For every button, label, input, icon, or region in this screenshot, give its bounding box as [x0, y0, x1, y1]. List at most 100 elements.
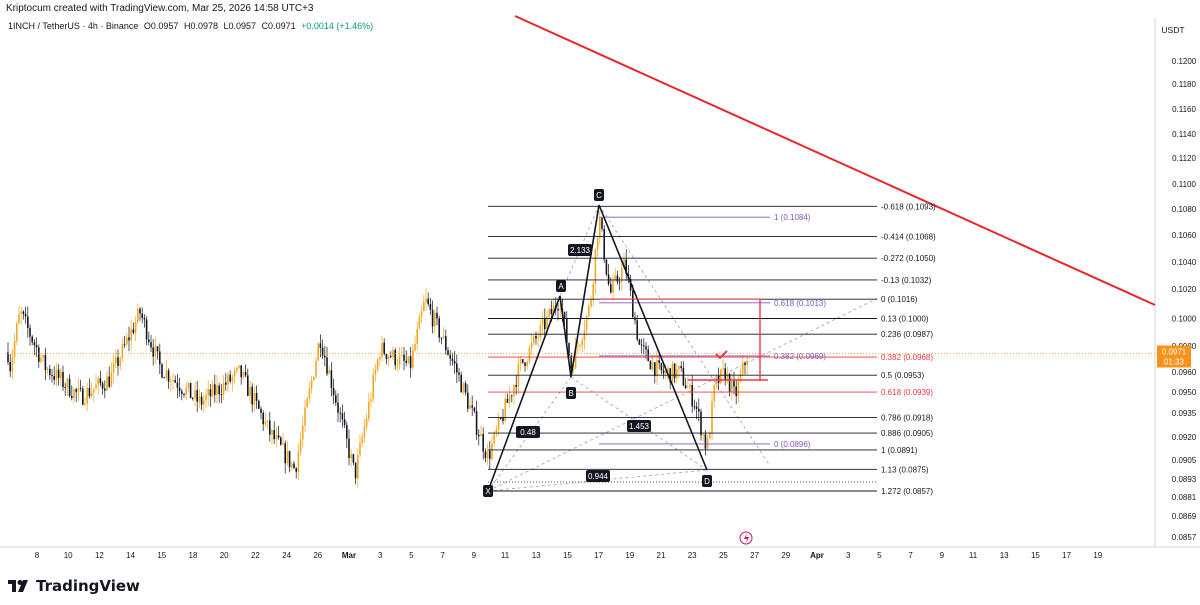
- fib-level-label: 0.886 (0.0905): [881, 429, 933, 438]
- candle-body: [522, 359, 524, 363]
- time-tick-label: 12: [95, 551, 104, 560]
- time-tick-label: 11: [969, 551, 978, 560]
- candle-body: [284, 443, 286, 464]
- candle-body: [104, 388, 106, 391]
- time-tick-label: 14: [126, 551, 135, 560]
- candle-body: [99, 378, 102, 384]
- candle-body: [79, 388, 82, 389]
- current-price-value: 0.0971: [1162, 347, 1187, 356]
- candle-body: [570, 355, 572, 369]
- time-tick-label: 7: [440, 551, 445, 560]
- price-tick-label: 0.0950: [1172, 388, 1197, 397]
- candle-body: [698, 408, 700, 412]
- candle-body: [209, 389, 212, 397]
- candle-body: [658, 360, 660, 364]
- candle-body: [482, 434, 484, 452]
- candle-body: [460, 374, 462, 393]
- candle-body: [319, 343, 322, 348]
- candle-body: [86, 387, 88, 404]
- candle-body: [216, 385, 218, 395]
- candle-body: [739, 373, 742, 381]
- candle-body: [271, 430, 273, 435]
- time-tick-label: 24: [282, 551, 291, 560]
- ratio-badge: [627, 420, 651, 432]
- candle-body: [315, 360, 317, 377]
- candle-body: [539, 324, 542, 338]
- harmonic-leg-line: [559, 295, 572, 378]
- candle-body: [643, 345, 645, 347]
- candle-body: [728, 373, 731, 392]
- candle-body: [205, 395, 207, 401]
- candle-body: [456, 363, 458, 373]
- candle-body: [172, 380, 174, 382]
- time-tick-label: 15: [1031, 551, 1040, 560]
- candle-body: [277, 435, 280, 438]
- candle-body: [324, 355, 326, 358]
- fib-level-label: 1.13 (0.0875): [881, 465, 929, 474]
- candle-body: [601, 218, 603, 229]
- candle-body: [304, 407, 306, 426]
- candle-body: [438, 318, 440, 338]
- candle-body: [66, 378, 69, 388]
- candle-body: [519, 359, 522, 364]
- candle-body: [119, 358, 121, 366]
- candle-body: [231, 376, 234, 382]
- candle-body: [306, 398, 308, 408]
- candle-body: [238, 365, 240, 368]
- price-tick-label: 0.0881: [1172, 493, 1197, 502]
- candle-body: [352, 454, 355, 463]
- time-tick-label: 3: [846, 551, 851, 560]
- candle-body: [46, 368, 49, 371]
- candle-body: [332, 388, 335, 396]
- legend-high: H0.0978: [183, 21, 218, 31]
- ratio-label: 0.944: [588, 472, 609, 481]
- candle-body: [445, 336, 447, 351]
- candle-body: [500, 417, 502, 419]
- candle-body: [513, 384, 515, 396]
- candle-body: [473, 407, 476, 412]
- candle-body: [55, 369, 58, 380]
- time-tick-label: Apr: [810, 551, 824, 560]
- candle-body: [163, 377, 165, 379]
- candle-body: [385, 354, 388, 360]
- candle-body: [154, 346, 157, 357]
- candle-body: [403, 354, 405, 361]
- candle-body: [676, 369, 678, 379]
- time-tick-label: 15: [157, 551, 166, 560]
- candle-body: [211, 384, 214, 397]
- candle-body: [273, 430, 275, 440]
- legend-symbol[interactable]: 1INCH / TetherUS · 4h · Binance: [8, 21, 139, 31]
- candle-body: [255, 392, 258, 401]
- descending-trendline: [514, 15, 1156, 306]
- candle-body: [640, 344, 643, 346]
- candle-body: [354, 462, 357, 479]
- candle-body: [700, 411, 702, 436]
- candle-body: [478, 434, 480, 437]
- candle-body: [60, 371, 62, 379]
- candle-body: [449, 354, 451, 359]
- candle-body: [225, 382, 227, 385]
- candle-body: [372, 374, 374, 399]
- candle-body: [321, 347, 324, 356]
- candle-body: [71, 396, 73, 398]
- ratio-label: 0.48: [520, 428, 536, 437]
- currency-label: USDT: [1161, 25, 1184, 35]
- candle-body: [495, 429, 498, 433]
- candle-body: [588, 306, 590, 317]
- candle-body: [480, 434, 482, 437]
- candle-body: [568, 343, 570, 356]
- price-tick-label: 0.1180: [1172, 80, 1196, 89]
- candle-body: [365, 418, 368, 427]
- candle-body: [660, 363, 663, 371]
- candle-body: [33, 342, 36, 346]
- candle-body: [381, 342, 383, 358]
- candle-body: [90, 392, 93, 397]
- time-tick-label: 5: [877, 551, 882, 560]
- candle-body: [423, 302, 425, 311]
- candle-body: [616, 275, 619, 282]
- tradingview-logo[interactable]: TradingView: [8, 577, 140, 595]
- candle-body: [16, 323, 18, 341]
- candle-body: [350, 454, 352, 459]
- candle-body: [469, 405, 471, 409]
